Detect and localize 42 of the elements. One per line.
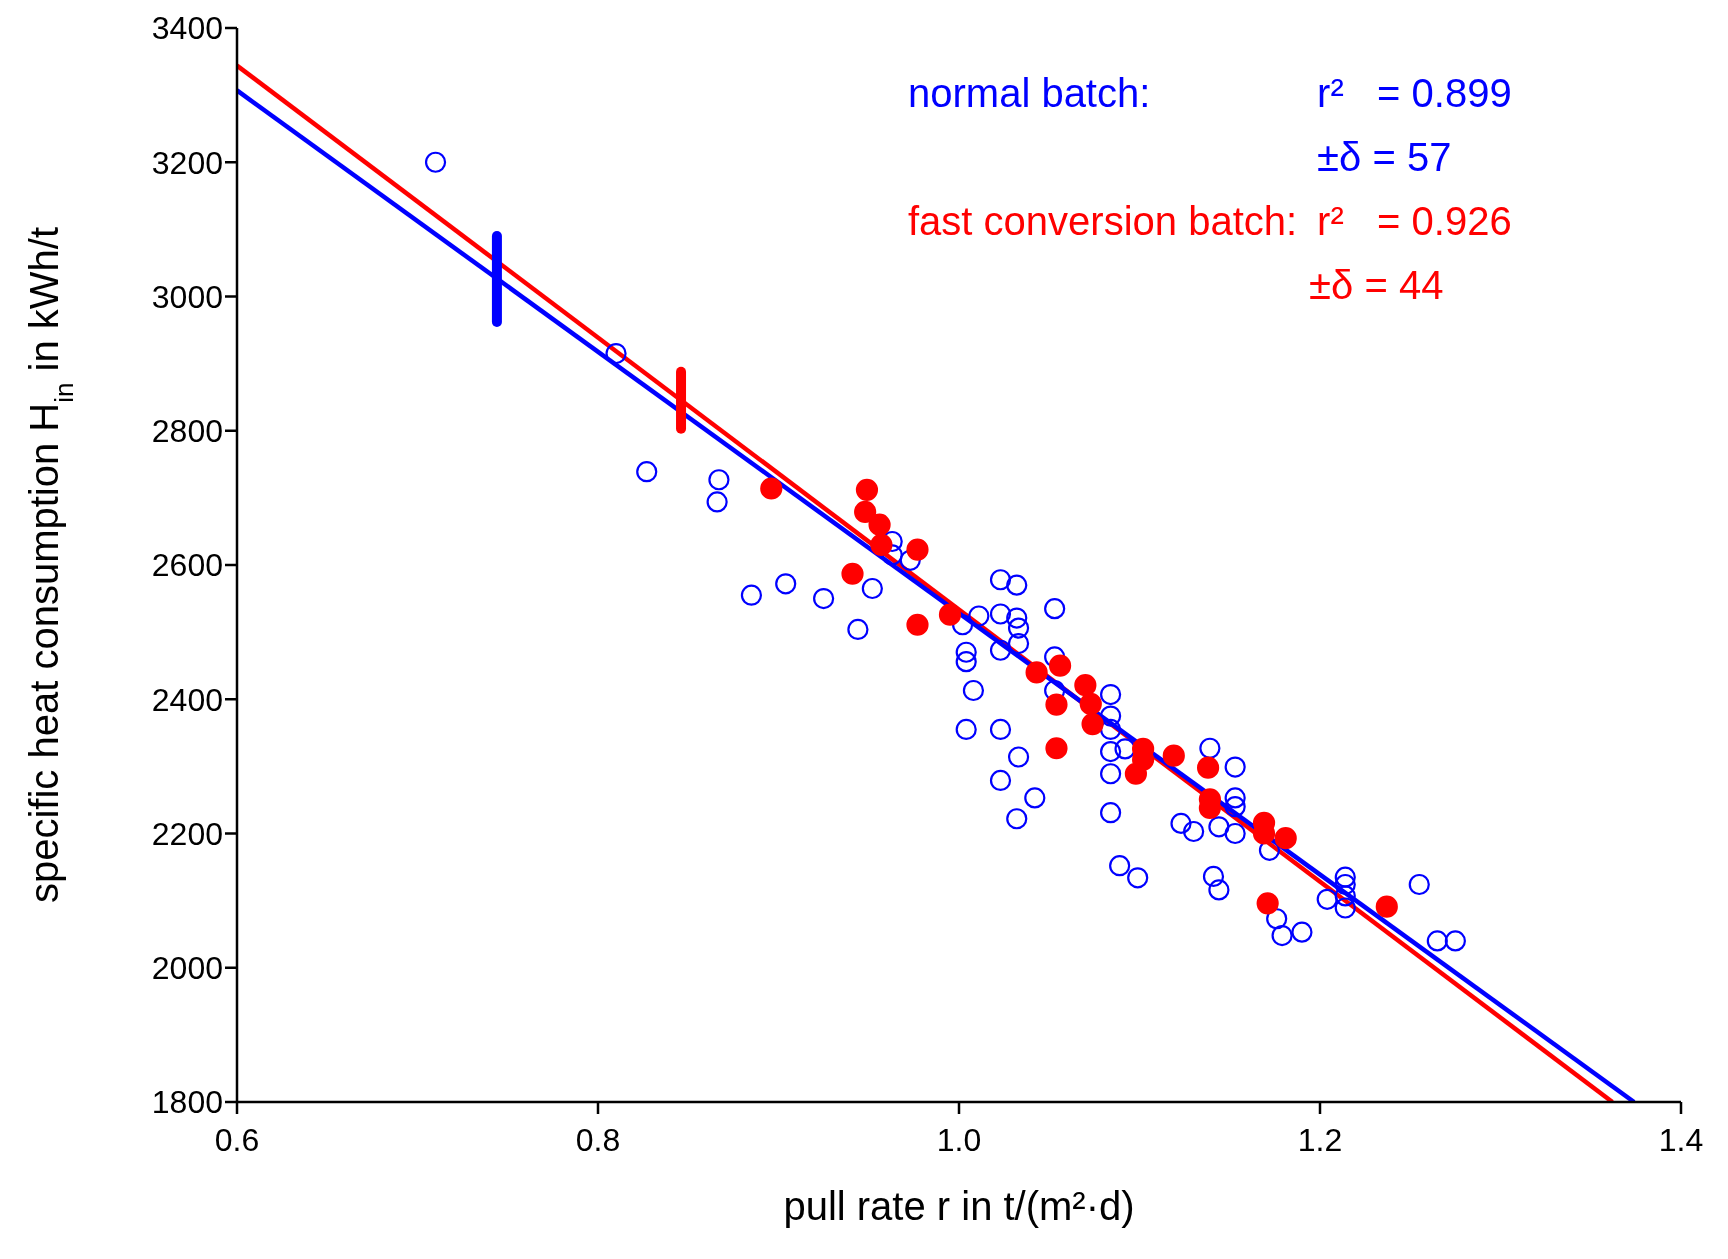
- point: [1274, 827, 1297, 850]
- x-tick-label: 1.4: [1658, 1121, 1704, 1158]
- y-tick-label: 2000: [151, 950, 223, 987]
- annotation: ±δ = 44: [1309, 262, 1445, 309]
- point: [906, 538, 929, 561]
- point: [1048, 654, 1072, 677]
- y-tick-label: 3200: [151, 144, 223, 181]
- x-tick-label: 0.6: [214, 1121, 260, 1158]
- y-tick-label: 3400: [151, 10, 223, 47]
- point: [854, 500, 877, 524]
- point: [1074, 674, 1097, 697]
- point: [938, 603, 962, 626]
- y-tick-label: 2200: [151, 815, 223, 852]
- point: [868, 513, 891, 536]
- x-tick-label: 1.2: [1297, 1121, 1343, 1158]
- y-tick-label: 2800: [151, 413, 223, 450]
- point: [855, 478, 879, 501]
- point: [1196, 756, 1220, 779]
- x-axis-title: pull rate r in t/(m²·d): [783, 1184, 1135, 1228]
- y-tick-label: 2600: [151, 547, 223, 584]
- point: [1375, 895, 1398, 918]
- y-tick-label: 1800: [151, 1084, 223, 1121]
- y-tick-label: 2400: [151, 681, 223, 718]
- point: [870, 533, 893, 556]
- point: [1081, 712, 1104, 736]
- text: fast conversion batch:: [908, 198, 1298, 245]
- text: normal batch:: [908, 70, 1152, 117]
- annotation: ±δ = 57: [1316, 134, 1453, 181]
- x-tick-label: 0.8: [575, 1121, 621, 1158]
- y-tick-label: 3000: [151, 278, 223, 315]
- point: [760, 477, 783, 500]
- annotation: r² = 0.899: [1316, 70, 1512, 117]
- annotation: r² = 0.926: [1316, 198, 1512, 245]
- point: [1045, 737, 1068, 760]
- point: [1162, 744, 1185, 767]
- point: [1025, 661, 1048, 684]
- point: [1045, 693, 1068, 716]
- point: [841, 562, 864, 585]
- point: [1079, 692, 1102, 716]
- point: [906, 613, 929, 636]
- x-tick-label: 1.0: [936, 1121, 982, 1158]
- point: [1256, 892, 1279, 915]
